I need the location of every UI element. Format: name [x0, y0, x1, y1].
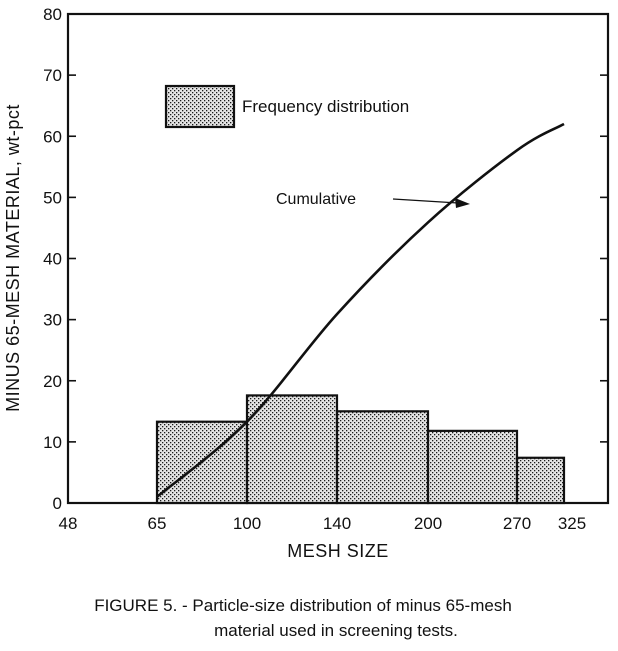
y-tick-label-80: 80: [43, 5, 62, 24]
cumulative-annotation: Cumulative: [276, 191, 470, 208]
x-tick-label-100: 100: [233, 514, 261, 533]
figure-caption-line-1: FIGURE 5. - Particle-size distribution o…: [94, 596, 512, 615]
y-tick-label-50: 50: [43, 188, 62, 207]
y-tick-label-40: 40: [43, 250, 62, 269]
y-tick-label-10: 10: [43, 433, 62, 452]
legend-label: Frequency distribution: [242, 97, 409, 116]
x-tick-label-270: 270: [503, 514, 531, 533]
cumulative-curve: [156, 122, 565, 498]
bar-200-270: [426, 429, 519, 505]
y-tick-label-60: 60: [43, 127, 62, 146]
bars-layer: [155, 394, 566, 505]
y-tick-label-70: 70: [43, 66, 62, 85]
bar-140-200: [335, 410, 430, 505]
figure-caption-line-2: material used in screening tests.: [214, 621, 458, 640]
x-axis-title: MESH SIZE: [287, 541, 389, 561]
x-tick-label-325: 325: [558, 514, 586, 533]
cumulative-leader-line: [392, 198, 459, 204]
cumulative-annotation-label: Cumulative: [276, 191, 356, 208]
x-tick-label-48: 48: [59, 514, 78, 533]
ticks-layer: 0 10 20 30 40 50 60 70 80 48 65 100 140 200 270 325: [43, 5, 608, 533]
bar-270-325: [515, 456, 566, 505]
y-tick-label-20: 20: [43, 372, 62, 391]
bar-100-140: [245, 394, 339, 505]
x-tick-label-140: 140: [323, 514, 351, 533]
y-tick-label-30: 30: [43, 311, 62, 330]
x-tick-label-65: 65: [148, 514, 167, 533]
y-axis-title: MINUS 65-MESH MATERIAL, wt-pct: [3, 104, 23, 412]
curve-layer: [156, 122, 565, 498]
x-tick-label-200: 200: [414, 514, 442, 533]
legend: Frequency distribution: [164, 84, 409, 129]
y-tick-label-0: 0: [53, 494, 62, 513]
cumulative-leader-arrowhead: [455, 198, 470, 208]
legend-swatch: [164, 84, 236, 129]
